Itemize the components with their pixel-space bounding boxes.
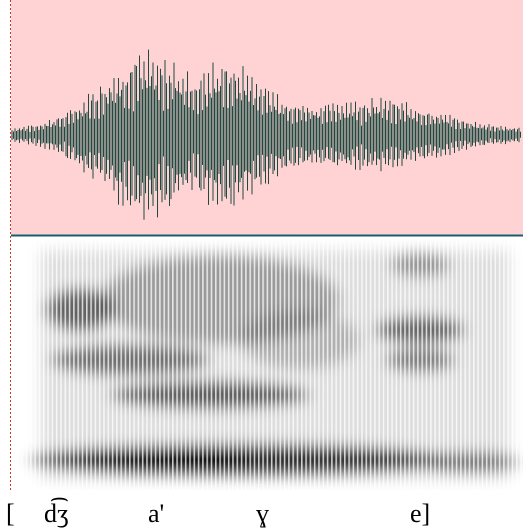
transcription-symbol: ɣ: [256, 499, 269, 528]
transcription-symbol: [: [6, 499, 15, 528]
transcription-symbol: e]: [410, 499, 430, 528]
waveform-trace: [11, 49, 521, 220]
transcription-symbol: d͡ʒ: [44, 498, 69, 528]
transcription-symbol: a': [148, 499, 164, 528]
waveform: [11, 49, 521, 220]
spectrogram: [11, 238, 523, 490]
